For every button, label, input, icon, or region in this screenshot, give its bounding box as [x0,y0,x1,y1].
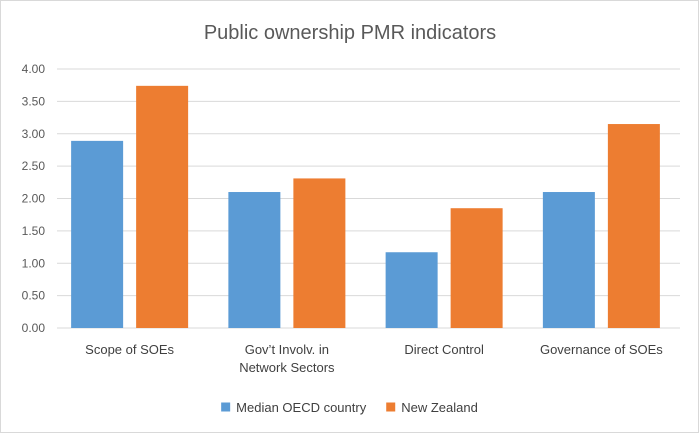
bar-median-oecd [385,252,438,328]
category-label: Scope of SOEs [85,342,174,357]
y-tick-label: 1.00 [22,256,46,270]
category-label: Gov’t Involv. in [245,342,329,357]
y-tick-label: 2.50 [22,159,46,173]
bar-median-oecd [71,140,124,328]
bar-new-zealand [607,124,660,328]
y-tick-label: 3.50 [22,94,46,108]
bar-median-oecd [228,192,281,328]
y-tick-label: 4.00 [22,62,46,76]
category-label: Direct Control [404,342,484,357]
category-label: Governance of SOEs [540,342,663,357]
bar-new-zealand [136,85,189,329]
legend-label: New Zealand [401,400,478,415]
y-tick-label: 3.00 [22,127,46,141]
category-label: Network Sectors [239,360,335,375]
y-tick-label: 2.00 [22,192,46,206]
legend-swatch [386,402,396,412]
y-tick-label: 0.50 [22,289,46,303]
y-axis-ticks: 0.00 0.50 1.00 1.50 2.00 2.50 3.00 3.50 4.00 [22,62,46,335]
bar-new-zealand [450,208,503,328]
bar-new-zealand [293,178,346,328]
legend-label: Median OECD country [236,400,367,415]
y-tick-label: 0.00 [22,321,46,335]
legend-swatch [221,402,231,412]
x-axis-categories: Scope of SOEs Gov’t Involv. in Network Sec… [85,342,663,375]
legend: Median OECD country New Zealand [221,400,478,415]
chart-title: Public ownership PMR indicators [204,22,496,44]
y-tick-label: 1.50 [22,224,46,238]
bars [71,85,660,329]
bar-median-oecd [542,192,595,328]
